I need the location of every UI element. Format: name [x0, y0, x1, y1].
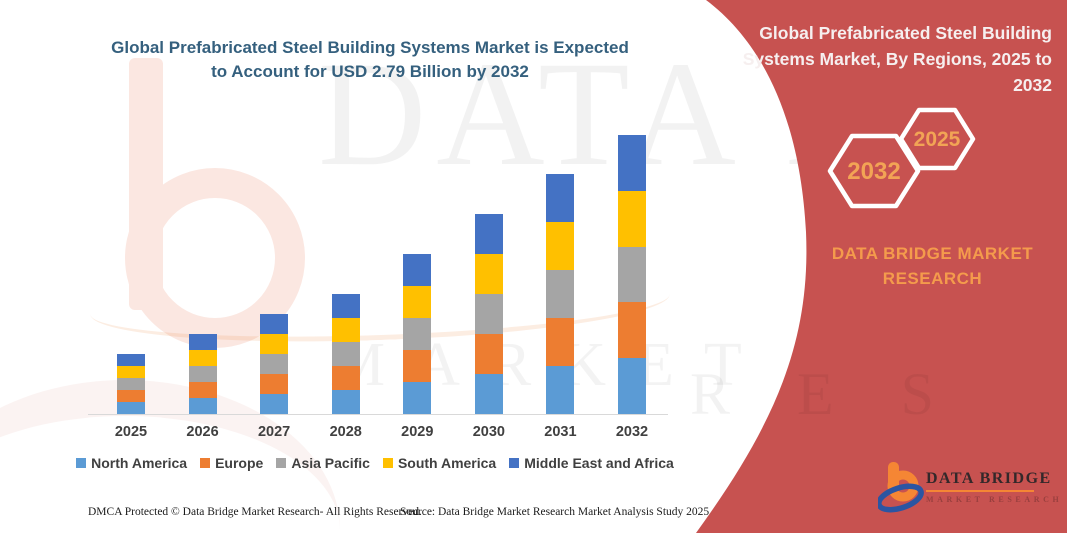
bar-segment-south-america	[188, 350, 217, 366]
x-axis-label-2028: 2028	[329, 424, 362, 440]
x-axis-label-2032: 2032	[615, 424, 649, 440]
bar-segment-europe	[331, 366, 360, 390]
legend-label: North America	[91, 455, 188, 471]
bar-segment-europe	[403, 350, 432, 382]
stacked-bar-2027	[260, 314, 289, 414]
legend-item-north-america: North America	[76, 455, 187, 471]
stacked-bar-2025	[117, 354, 145, 414]
bar-segment-south-america	[474, 254, 503, 294]
x-axis-label-2029: 2029	[401, 424, 434, 440]
bar-segment-europe	[546, 318, 575, 366]
stacked-bar-2028	[331, 294, 360, 414]
chart-title: Global Prefabricated Steel Building Syst…	[40, 36, 700, 84]
bar-segment-north-america	[546, 366, 575, 414]
bar-segment-asia-pacific	[617, 247, 646, 302]
panel-title: Global Prefabricated Steel Building Syst…	[742, 23, 1052, 95]
x-axis-line	[88, 414, 668, 415]
stacked-bar-2032	[617, 135, 646, 414]
footer-source-text: Source: Data Bridge Market Research Mark…	[400, 506, 710, 518]
legend-swatch-icon	[200, 458, 211, 468]
chart-legend: North America Europe Asia Pacific South Ame…	[55, 455, 695, 471]
logo-underline	[926, 490, 1034, 492]
bar-segment-south-america	[546, 222, 575, 270]
brand-text: DATA BRIDGE MARKET RESEARCH	[831, 244, 1034, 288]
bar-segment-south-america	[260, 334, 289, 354]
data-bridge-logo-icon	[878, 462, 924, 513]
chart-title-line2: to Account for USD 2.79 Billion by 2032	[211, 62, 529, 81]
bar-segment-middle-east-and-africa	[546, 174, 575, 222]
bar-segment-north-america	[617, 358, 646, 414]
bar-segment-asia-pacific	[188, 366, 217, 382]
legend-label: Europe	[215, 455, 264, 471]
legend-item-middle-east-and-africa: Middle East and Africa	[509, 455, 674, 471]
bar-segment-asia-pacific	[474, 294, 503, 334]
bar-segment-europe	[260, 374, 289, 394]
stacked-bar-2030	[474, 214, 503, 414]
bar-segment-middle-east-and-africa	[331, 294, 360, 318]
bar-segment-south-america	[617, 191, 646, 247]
stacked-bar-2026	[188, 334, 217, 414]
bar-segment-south-america	[331, 318, 360, 342]
bar-segment-north-america	[260, 394, 289, 414]
logo-text: DATA BRIDGE MARKET RESEARCH	[926, 470, 1062, 504]
bar-segment-asia-pacific	[331, 342, 360, 366]
bar-segment-middle-east-and-africa	[474, 214, 503, 254]
bar-segment-north-america	[188, 398, 217, 414]
badge-year-2025: 2025	[914, 128, 961, 151]
logo-name: DATA BRIDGE	[926, 470, 1052, 487]
stacked-bar-2029	[403, 254, 432, 414]
bar-segment-north-america	[403, 382, 432, 414]
bar-segment-north-america	[331, 390, 360, 414]
footer-dmca-text: DMCA Protected © Data Bridge Market Rese…	[88, 506, 422, 518]
legend-item-asia-pacific: Asia Pacific	[276, 455, 370, 471]
logo-subtitle: MARKET RESEARCH	[926, 495, 1063, 504]
x-axis-label-2030: 2030	[472, 424, 505, 440]
bar-segment-middle-east-and-africa	[260, 314, 289, 334]
bar-segment-asia-pacific	[403, 318, 432, 350]
legend-label: Middle East and Africa	[524, 455, 674, 471]
legend-label: South America	[397, 455, 497, 471]
bar-segment-asia-pacific	[117, 378, 145, 390]
bar-segment-south-america	[117, 366, 145, 378]
bar-segment-north-america	[474, 374, 503, 414]
bar-segment-asia-pacific	[546, 270, 575, 318]
legend-item-europe: Europe	[200, 455, 263, 471]
bar-segment-middle-east-and-africa	[188, 334, 217, 350]
bar-segment-south-america	[403, 286, 432, 318]
year-badges: 2032 2025	[827, 107, 976, 209]
bar-segment-asia-pacific	[260, 354, 289, 374]
bar-segment-europe	[188, 382, 217, 398]
bar-segment-europe	[617, 302, 646, 358]
bar-segment-europe	[474, 334, 503, 374]
legend-swatch-icon	[276, 458, 287, 468]
bar-segment-middle-east-and-africa	[617, 135, 646, 191]
x-axis-label-2027: 2027	[257, 424, 291, 440]
x-axis-label-2026: 2026	[186, 424, 219, 440]
chart-title-line1: Global Prefabricated Steel Building Syst…	[111, 38, 629, 57]
bar-segment-middle-east-and-africa	[403, 254, 432, 286]
x-axis-label-2031: 2031	[544, 424, 577, 440]
legend-swatch-icon	[382, 458, 393, 468]
legend-item-south-america: South America	[382, 455, 497, 471]
bar-segment-middle-east-and-africa	[117, 354, 145, 366]
x-axis-label-2025: 2025	[114, 424, 148, 440]
bar-segment-europe	[117, 390, 145, 402]
bar-segment-north-america	[117, 402, 145, 414]
badge-year-2032: 2032	[847, 158, 900, 185]
legend-swatch-icon	[76, 458, 87, 468]
legend-swatch-icon	[509, 458, 520, 468]
stacked-bar-2031	[546, 174, 575, 414]
legend-label: Asia Pacific	[291, 455, 370, 471]
company-logo: DATA BRIDGE MARKET RESEARCH	[878, 458, 1059, 518]
